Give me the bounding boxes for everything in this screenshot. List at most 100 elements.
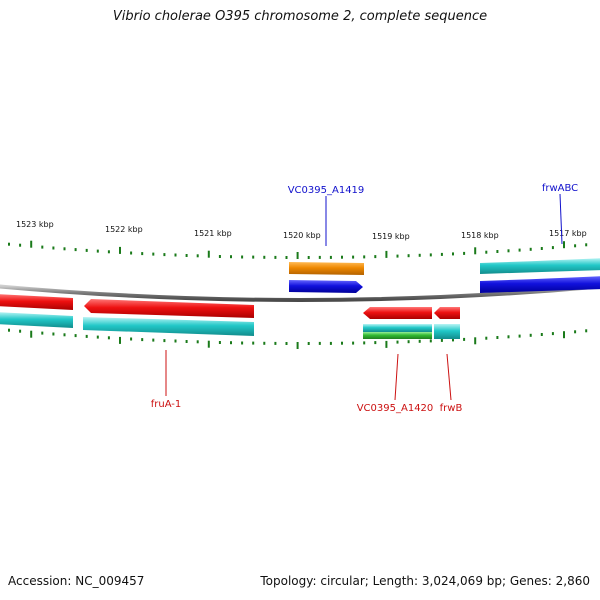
- tick-mark-upper: [174, 253, 177, 257]
- tick-mark-lower: [396, 340, 399, 344]
- tick-mark-lower: [174, 339, 177, 343]
- scale-labels: 1523 kbp 1522 kbp 1521 kbp 1520 kbp 1519…: [16, 220, 587, 241]
- map-title: Vibrio cholerae O395 chromosome 2, compl…: [112, 9, 488, 24]
- tick-mark-lower: [474, 337, 477, 345]
- tick-mark-upper: [429, 253, 432, 257]
- tick-mark-lower: [74, 334, 77, 338]
- accession-text: Accession: NC_009457: [8, 574, 145, 588]
- gene-labels: VC0395_A1419 frwABC fruA-1 VC0395_A1420 …: [151, 183, 578, 414]
- tick-mark-upper: [196, 254, 199, 258]
- tick-mark-upper: [551, 246, 554, 250]
- gene-VC0395_A1420-cyan[interactable]: [363, 324, 432, 332]
- gene-frwABC-cyan[interactable]: [480, 258, 600, 274]
- label-frwABC[interactable]: frwABC: [542, 183, 578, 194]
- label-VC0395_A1419[interactable]: VC0395_A1419: [288, 185, 365, 196]
- tick-mark-lower: [585, 329, 588, 333]
- tick-mark-upper: [374, 255, 377, 259]
- gene-left-cyan[interactable]: [0, 312, 73, 328]
- tick-mark-upper: [141, 252, 144, 256]
- scale-label-1520: 1520 kbp: [283, 231, 321, 240]
- tick-mark-lower: [285, 342, 288, 345]
- tick-mark-upper: [218, 255, 221, 258]
- tick-mark-lower: [263, 341, 266, 345]
- tick-mark-lower: [119, 336, 121, 344]
- tick-mark-upper: [363, 255, 366, 259]
- tick-mark-upper: [8, 242, 10, 246]
- tick-mark-upper: [296, 252, 299, 259]
- tick-mark-lower: [529, 333, 532, 337]
- tick-mark-lower: [429, 339, 432, 343]
- tick-mark-lower: [185, 340, 188, 343]
- gene-VC0395_A1419-plus[interactable]: [289, 262, 364, 275]
- tick-mark-upper: [574, 244, 577, 248]
- tick-mark-upper: [418, 253, 421, 257]
- tick-mark-upper: [185, 254, 188, 257]
- gene-left-red[interactable]: [0, 294, 73, 310]
- tick-mark-upper: [463, 251, 466, 255]
- tick-mark-lower: [52, 332, 55, 336]
- tick-mark-lower: [41, 331, 44, 335]
- tick-mark-lower: [507, 335, 510, 339]
- tick-mark-lower: [63, 333, 66, 337]
- tick-mark-upper: [329, 255, 332, 259]
- tick-mark-upper: [440, 252, 443, 256]
- label-frwB[interactable]: frwB: [440, 403, 463, 414]
- scale-label-1519: 1519 kbp: [372, 232, 410, 241]
- tick-mark-upper: [85, 248, 88, 252]
- gene-VC0395_A1419-cds[interactable]: [289, 280, 363, 293]
- scale-label-1518: 1518 kbp: [461, 231, 499, 240]
- tick-mark-upper: [163, 253, 166, 257]
- tick-mark-upper: [496, 250, 499, 253]
- tick-mark-upper: [285, 256, 288, 259]
- plus-strand-features: [289, 258, 600, 293]
- tick-mark-lower: [274, 341, 277, 345]
- gene-frwB-cds[interactable]: [434, 307, 460, 319]
- tick-mark-lower: [374, 341, 377, 345]
- tick-mark-upper: [207, 250, 210, 258]
- tick-mark-upper: [585, 243, 588, 247]
- gene-VC0395_A1420-green[interactable]: [363, 332, 432, 339]
- gene-frwB-cyan[interactable]: [434, 324, 460, 339]
- tick-mark-lower: [329, 341, 332, 345]
- tick-mark-upper: [452, 252, 454, 256]
- gene-frwABC-cds[interactable]: [480, 276, 600, 293]
- tick-mark-lower: [30, 330, 33, 338]
- tick-mark-upper: [41, 245, 44, 249]
- tick-mark-upper: [52, 246, 55, 250]
- label-fruA-1[interactable]: fruA-1: [151, 399, 182, 410]
- tick-mark-lower: [574, 330, 577, 334]
- tick-mark-lower: [141, 338, 144, 342]
- tick-mark-upper: [263, 255, 266, 259]
- tick-mark-upper: [385, 250, 388, 258]
- tick-mark-lower: [418, 339, 421, 343]
- tick-mark-lower: [19, 329, 22, 333]
- gene-fruA-1-cds[interactable]: [84, 299, 254, 318]
- tick-mark-lower: [496, 336, 499, 339]
- tick-mark-lower: [385, 340, 388, 348]
- gene-fruA-1-cyan[interactable]: [83, 317, 254, 336]
- tick-mark-upper: [241, 255, 244, 259]
- tick-mark-lower: [363, 341, 366, 345]
- scale-label-1523: 1523 kbp: [16, 220, 54, 229]
- tick-mark-lower: [152, 338, 155, 342]
- gene-VC0395_A1420-cds[interactable]: [363, 307, 432, 319]
- tick-mark-lower: [130, 337, 133, 341]
- tick-mark-upper: [252, 255, 255, 259]
- label-VC0395_A1420[interactable]: VC0395_A1420: [357, 403, 434, 414]
- tick-mark-lower: [551, 332, 554, 336]
- tick-mark-lower: [452, 338, 454, 342]
- tick-mark-lower: [485, 336, 488, 340]
- tick-mark-upper: [307, 256, 310, 259]
- tick-mark-upper: [152, 252, 155, 256]
- tick-mark-upper: [119, 246, 121, 254]
- tick-mark-lower: [8, 328, 10, 332]
- tick-mark-lower: [96, 335, 99, 339]
- tick-mark-lower: [463, 337, 466, 341]
- tick-mark-lower: [440, 338, 443, 342]
- tick-mark-upper: [96, 249, 99, 253]
- tick-mark-lower: [563, 331, 565, 339]
- tick-mark-upper: [507, 249, 510, 253]
- leader-frwABC: [559, 193, 563, 245]
- tick-mark-upper: [63, 247, 66, 251]
